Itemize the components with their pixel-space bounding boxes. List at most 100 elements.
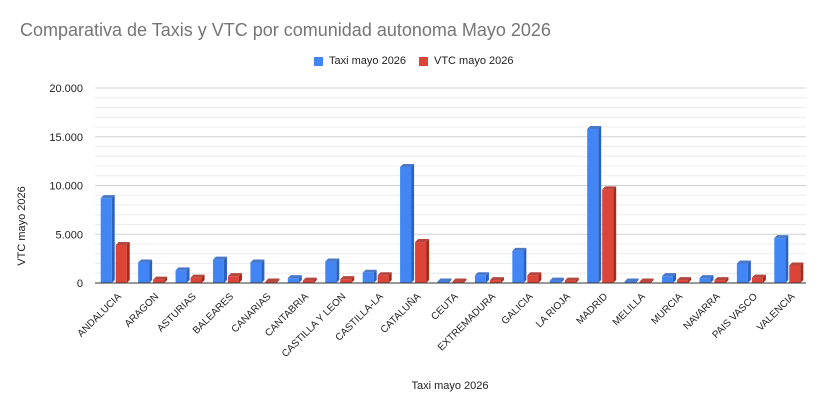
bar-top (624, 278, 639, 282)
bar-top (265, 278, 280, 282)
bar-front (362, 272, 374, 283)
bar-taxi (736, 260, 751, 283)
bar-taxi (287, 275, 302, 283)
bar-side (261, 259, 265, 283)
bar-top (250, 259, 265, 263)
bar-side (373, 269, 377, 283)
x-tick-label: GALICIA (500, 291, 536, 327)
bar-side (336, 258, 340, 283)
bar-top (415, 239, 430, 243)
bar-front (400, 166, 412, 283)
bar-top (175, 267, 190, 271)
bar-vtc (489, 277, 504, 283)
bar-taxi (587, 125, 602, 283)
bar-side (762, 274, 766, 283)
y-tick-label: 15.000 (49, 132, 83, 144)
bar-top (153, 276, 168, 280)
bar-top (400, 163, 415, 167)
bar-side (223, 256, 227, 283)
x-tick-label: CEUTA (429, 291, 460, 322)
bar-side (426, 239, 430, 283)
bar-side (298, 275, 302, 283)
bar-front (212, 259, 224, 283)
bar-front (751, 277, 763, 283)
legend-swatch-taxi (314, 56, 323, 66)
bar-taxi (138, 259, 153, 283)
bar-top (362, 269, 377, 273)
bar-side (785, 235, 789, 283)
bar-side (635, 278, 639, 283)
legend-swatch-vtc (419, 56, 428, 66)
bar-taxi (662, 273, 677, 283)
bar-top (789, 262, 804, 266)
bar-side (598, 125, 602, 283)
bar-top (377, 272, 392, 276)
bar-vtc (714, 277, 729, 283)
bar-side (463, 278, 467, 283)
bar-front (250, 262, 262, 283)
bar-top (227, 273, 242, 277)
bar-side (800, 262, 804, 283)
bar-side (276, 278, 280, 283)
bar-side (613, 186, 617, 283)
bar-top (115, 241, 130, 245)
bar-front (624, 281, 636, 283)
bar-side (201, 274, 205, 283)
bar-front (602, 189, 614, 283)
x-tick-label: VALENCIA (755, 291, 797, 333)
bar-vtc (751, 274, 766, 283)
bar-front (587, 128, 599, 283)
bar-front (564, 280, 576, 283)
bar-side (238, 273, 242, 283)
bar-front (287, 278, 299, 283)
bar-taxi (624, 278, 639, 283)
bar-side (111, 195, 115, 283)
bar-top (302, 277, 317, 281)
bar-side (747, 260, 751, 283)
bar-top (212, 256, 227, 260)
x-tick-label: CATALUÑA (377, 290, 423, 336)
bar-top (287, 275, 302, 279)
bar-vtc (677, 277, 692, 283)
bar-taxi (474, 272, 489, 283)
bar-front (474, 275, 486, 283)
bar-side (575, 277, 579, 283)
bar-side (523, 247, 527, 283)
bar-taxi (512, 247, 527, 283)
bar-vtc (190, 274, 205, 283)
bar-taxi (100, 195, 115, 283)
y-axis-label: VTC mayo 2026 (16, 186, 28, 266)
bar-top (587, 125, 602, 129)
bar-vtc (302, 277, 317, 283)
bar-front (789, 265, 801, 283)
bar-vtc (639, 278, 654, 283)
bar-front (662, 276, 674, 283)
bar-front (415, 242, 427, 283)
bar-side (538, 272, 542, 283)
bar-top (100, 195, 115, 199)
bar-top (564, 277, 579, 281)
bar-top (452, 278, 467, 282)
bar-front (714, 280, 726, 283)
bar-vtc (115, 241, 130, 283)
bar-front (190, 277, 202, 283)
bar-top (190, 274, 205, 278)
bar-taxi (549, 277, 564, 283)
y-tick-label: 10.000 (49, 181, 83, 193)
bar-taxi (325, 258, 340, 283)
bar-taxi (250, 259, 265, 283)
bar-front (138, 262, 150, 283)
legend: Taxi mayo 2026 VTC mayo 2026 (0, 55, 825, 71)
legend-label-vtc: VTC mayo 2026 (434, 55, 514, 67)
bar-vtc (340, 276, 355, 283)
bar-side (448, 278, 452, 283)
bar-front (153, 279, 165, 283)
bar-front (265, 281, 277, 283)
bar-side (186, 267, 190, 283)
bar-vtc (153, 276, 168, 283)
bar-front (325, 261, 337, 283)
bar-side (149, 259, 153, 283)
legend-item-vtc: VTC mayo 2026 (419, 55, 513, 67)
y-tick-label: 5.000 (55, 229, 83, 241)
